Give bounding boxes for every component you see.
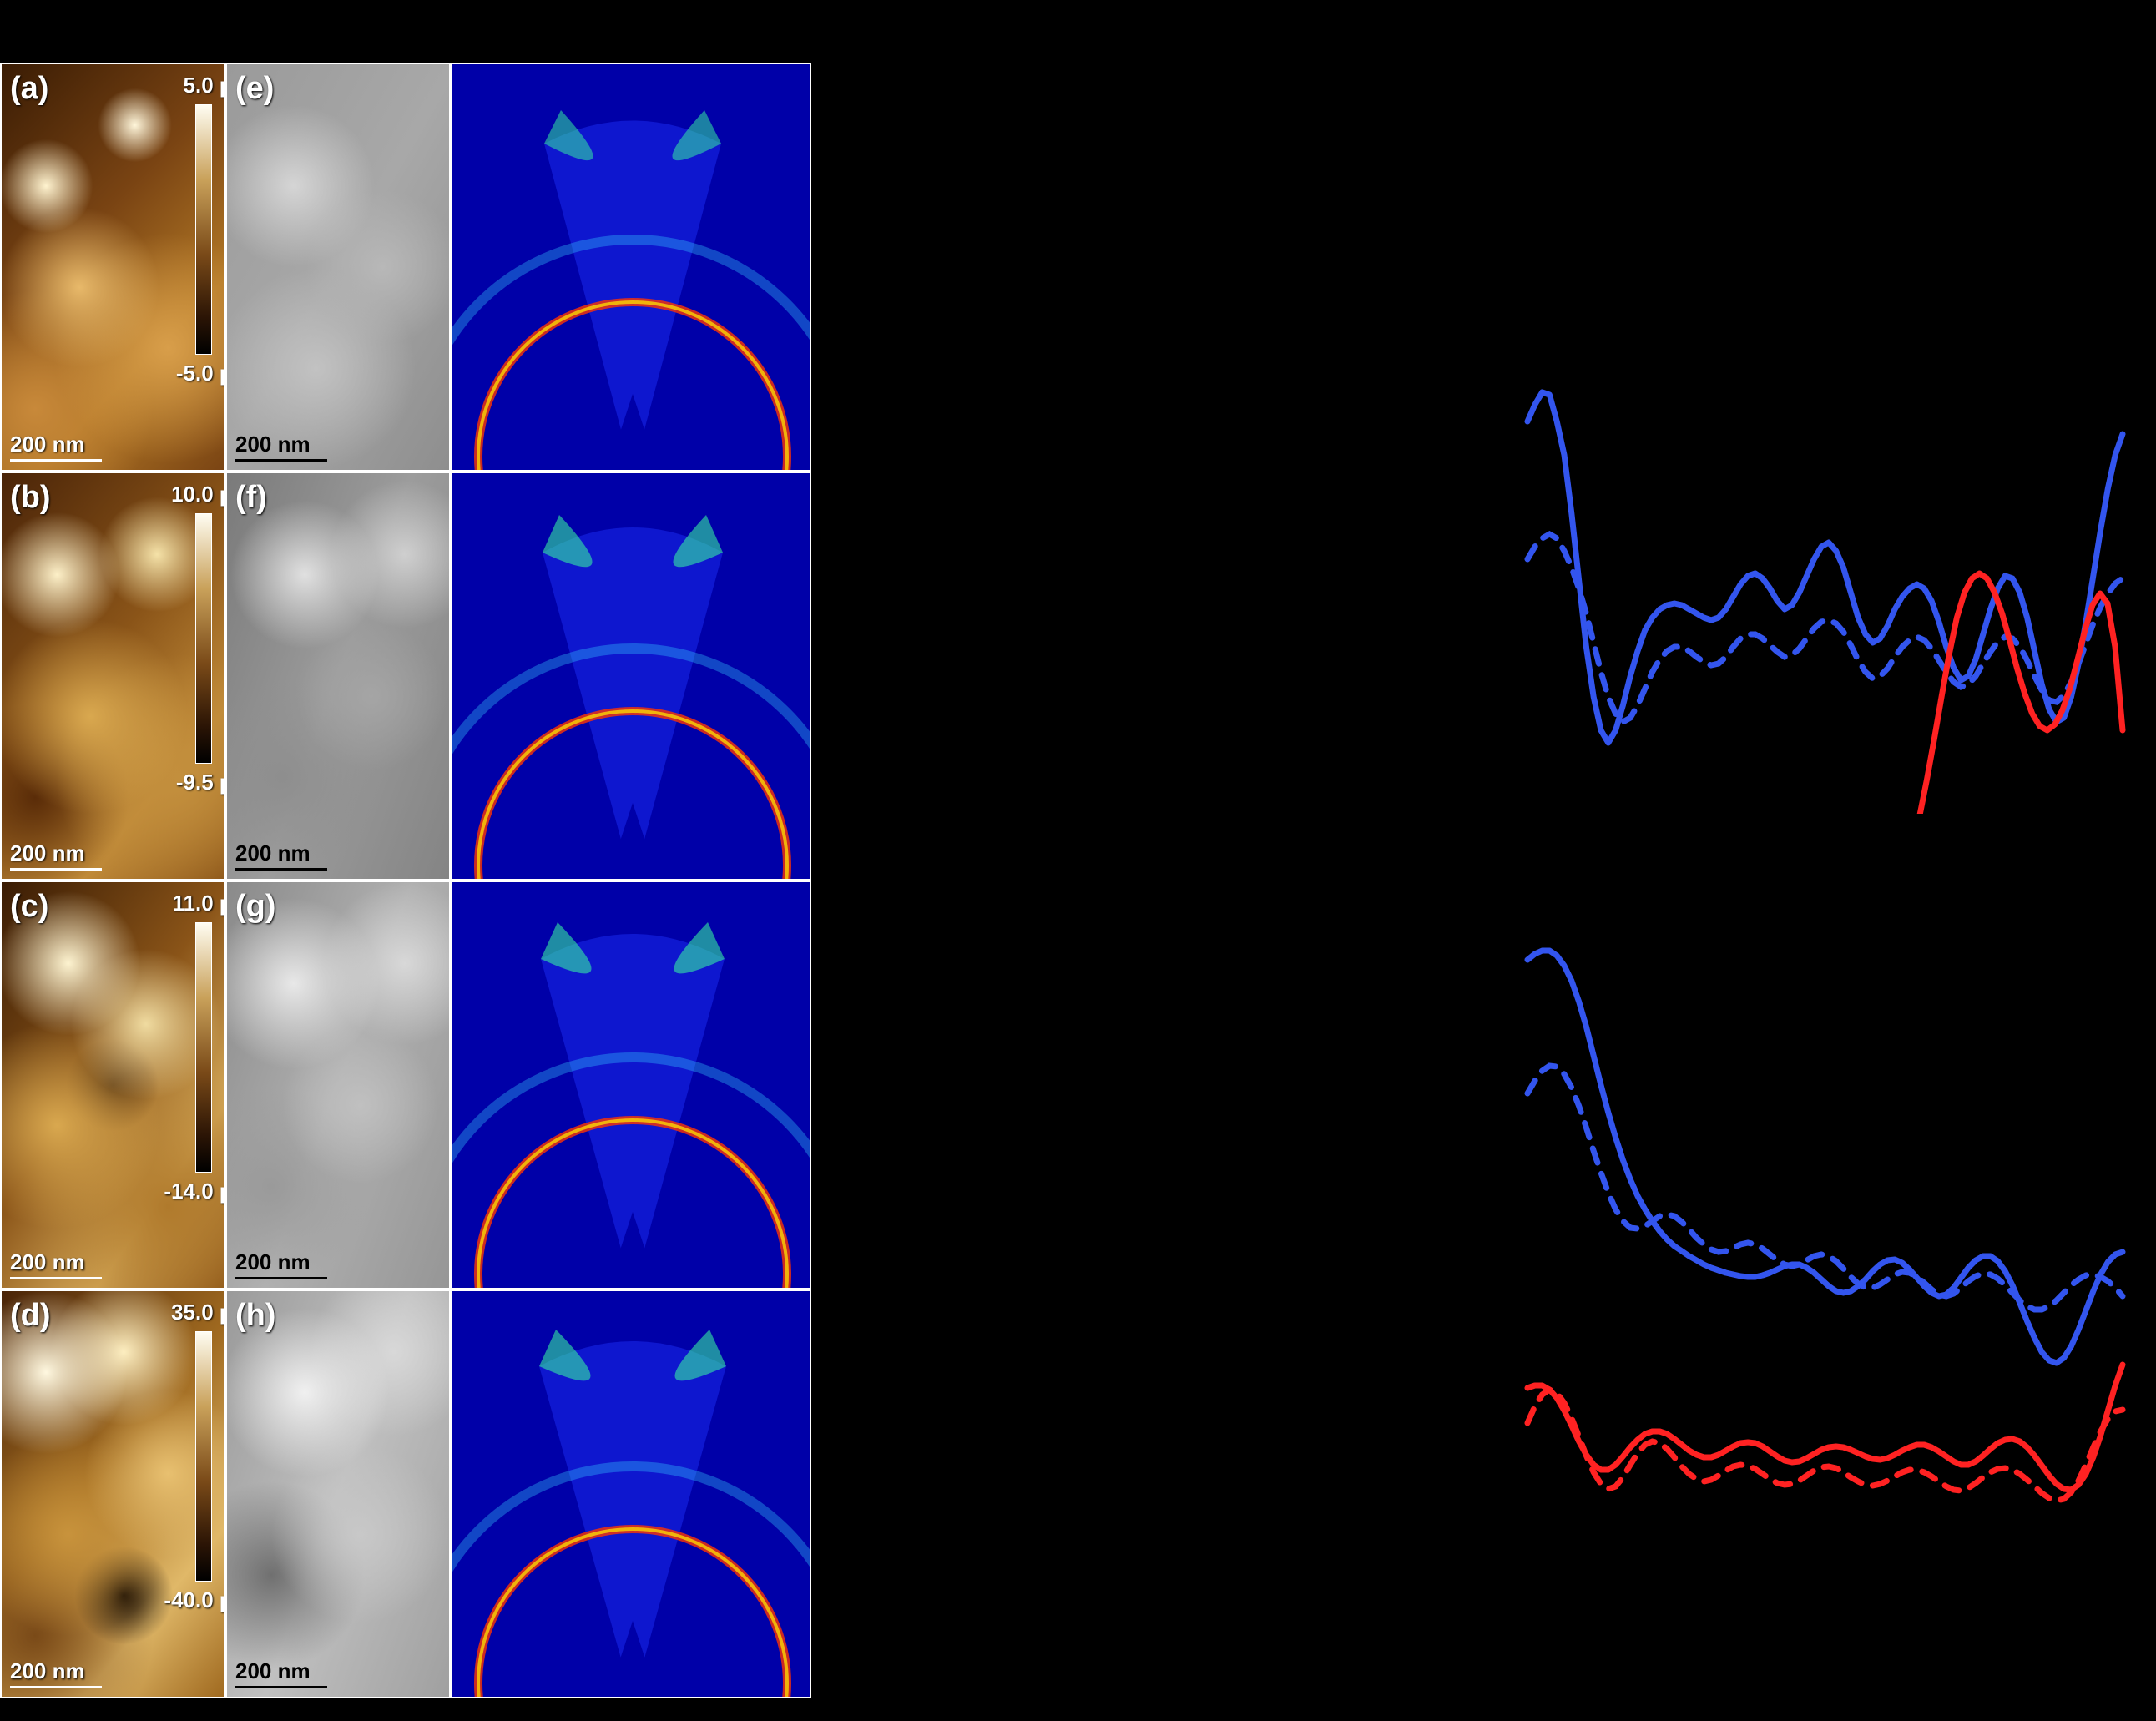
afm-panel-a[interactable]: (a) 5.0 µm -5.0 µm 200 nm (0, 63, 225, 472)
panel-label-a: (a) (10, 71, 48, 107)
afm-panel-b[interactable]: (b) 10.0 µm -9.5 µm 200 nm (0, 472, 225, 881)
afm-colorbar-bottom-d: -40.0 µm (164, 1587, 225, 1613)
microscopy-panel-grid: (a) 5.0 µm -5.0 µm 200 nm (e) 200 nm (0, 63, 1482, 1698)
panel-label-g: (g) (235, 889, 276, 925)
afm-panel-c[interactable]: (c) 11.0 µm -14.0 µm 200 nm (0, 881, 225, 1289)
panel-label-h: (h) (235, 1298, 276, 1334)
diffraction-svg-4 (452, 1291, 811, 1698)
afm-colorbar-c (195, 922, 212, 1173)
scalebar-d: 200 nm (10, 1658, 102, 1688)
diffraction-panel-2[interactable] (451, 472, 811, 881)
diffraction-panel-4[interactable] (451, 1289, 811, 1698)
curve-group-bottom[interactable] (1494, 814, 2156, 1698)
afm-colorbar-bottom-b: -9.5 µm (176, 770, 225, 795)
scalebar-b: 200 nm (10, 840, 102, 871)
scalebar-f: 200 nm (235, 840, 327, 871)
curve-solid-blue[interactable] (1527, 951, 2123, 1363)
tem-panel-h[interactable]: (h) 200 nm (225, 1289, 451, 1698)
afm-colorbar-top-c: 11.0 µm (173, 891, 226, 916)
tem-panel-g[interactable]: (g) 200 nm (225, 881, 451, 1289)
scalebar-g: 200 nm (235, 1249, 327, 1279)
curve-solid-red[interactable] (1527, 573, 2123, 814)
figure-body: { "background_color": "#000000", "afm_pa… (0, 0, 2156, 1721)
panel-label-e: (e) (235, 71, 274, 107)
curve-solid-red[interactable] (1527, 1365, 2123, 1490)
afm-colorbar-top-b: 10.0 µm (171, 482, 225, 507)
curve-dashed-blue[interactable] (1527, 534, 2123, 722)
curve-dashed-blue[interactable] (1527, 1066, 2123, 1310)
afm-panel-d[interactable]: (d) 35.0 µm -40.0 µm 200 nm (0, 1289, 225, 1698)
scalebar-a: 200 nm (10, 432, 102, 462)
panel-row-1: (a) 5.0 µm -5.0 µm 200 nm (e) 200 nm (0, 63, 1482, 472)
diffraction-panel-1[interactable] (451, 63, 811, 472)
curve-plots-container (1494, 63, 2156, 1698)
panel-row-4: (d) 35.0 µm -40.0 µm 200 nm (h) 200 nm (0, 1289, 1482, 1698)
curve-dashed-red[interactable] (1527, 1390, 2123, 1501)
afm-colorbar-b (195, 513, 212, 764)
afm-colorbar-top-d: 35.0 µm (171, 1300, 225, 1325)
curve-solid-blue[interactable] (1527, 392, 2123, 743)
scalebar-c: 200 nm (10, 1249, 102, 1279)
panel-label-b: (b) (10, 480, 51, 516)
panel-label-f: (f) (235, 480, 267, 516)
diffraction-svg-3 (452, 882, 811, 1289)
afm-colorbar-d (195, 1331, 212, 1582)
afm-colorbar-bottom-c: -14.0 µm (164, 1178, 225, 1204)
curve-group-top[interactable] (1494, 63, 2156, 814)
panel-label-d: (d) (10, 1298, 51, 1334)
panel-row-3: (c) 11.0 µm -14.0 µm 200 nm (g) 200 nm (0, 881, 1482, 1289)
panel-label-c: (c) (10, 889, 48, 925)
afm-colorbar-top-a: 5.0 µm (184, 73, 225, 98)
diffraction-panel-3[interactable] (451, 881, 811, 1289)
tem-panel-f[interactable]: (f) 200 nm (225, 472, 451, 881)
diffraction-svg-2 (452, 473, 811, 881)
afm-colorbar-a (195, 104, 212, 355)
scalebar-h: 200 nm (235, 1658, 327, 1688)
tem-panel-e[interactable]: (e) 200 nm (225, 63, 451, 472)
panel-row-2: (b) 10.0 µm -9.5 µm 200 nm (f) 200 nm (0, 472, 1482, 881)
scalebar-e: 200 nm (235, 432, 327, 462)
afm-colorbar-bottom-a: -5.0 µm (176, 361, 225, 386)
diffraction-svg-1 (452, 64, 811, 472)
